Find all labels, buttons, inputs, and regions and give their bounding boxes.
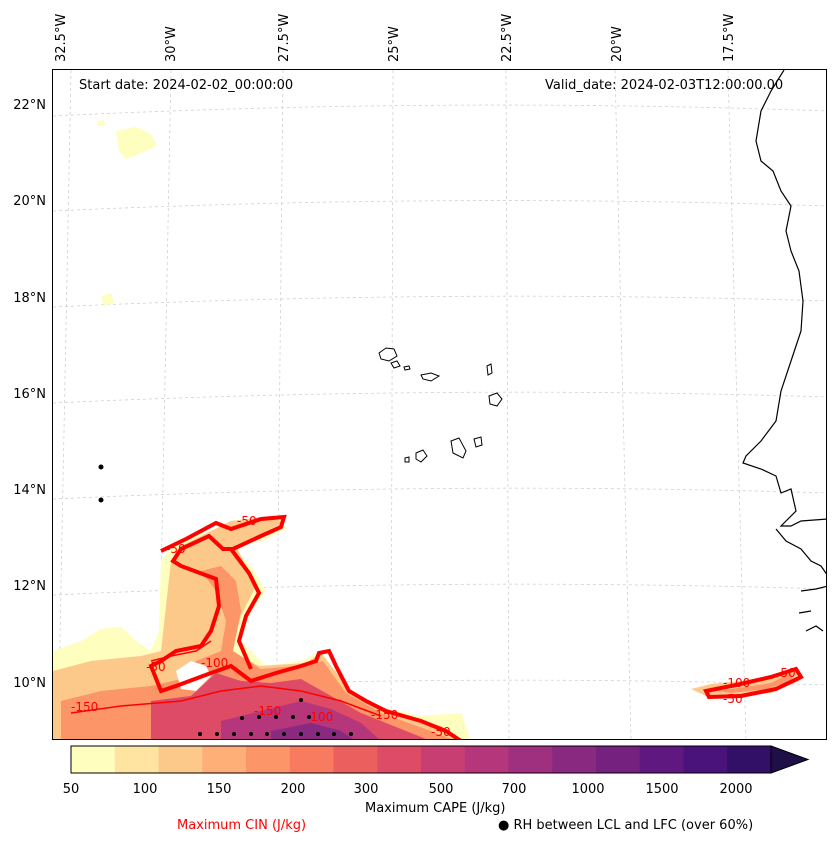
map-canvas: -50 -50 -50 -150 -100 -150 -150 -100 -50… xyxy=(53,70,826,739)
contour-label: -50 xyxy=(431,725,451,739)
cin-legend-label: Maximum CIN (J/kg) xyxy=(177,818,307,833)
lon-label: 22.5°W xyxy=(500,13,515,62)
contour-label: -150 xyxy=(71,700,98,714)
lon-label: 27.5°W xyxy=(277,13,292,62)
colorbar-segment xyxy=(333,746,378,773)
contour-label: -100 xyxy=(723,676,750,690)
colorbar-segment xyxy=(639,746,684,773)
lat-label: 12°N xyxy=(13,579,46,594)
lon-label: 17.5°W xyxy=(722,13,737,62)
colorbar-tick: 300 xyxy=(353,782,379,797)
colorbar-tick: 200 xyxy=(280,782,306,797)
colorbar-tick: 100 xyxy=(132,782,158,797)
cape-patch xyxy=(97,120,105,126)
valid-date-label: Valid_date: 2024-02-03T12:00:00.00 xyxy=(545,78,784,93)
colorbar-segment xyxy=(596,746,641,773)
colorbar-segment xyxy=(683,746,728,773)
lat-label: 22°N xyxy=(13,98,46,113)
contour-label: -50 xyxy=(166,542,186,556)
islands xyxy=(98,347,503,503)
lon-label: 30°W xyxy=(164,26,179,62)
lat-label: 18°N xyxy=(13,291,46,306)
colorbar-tick: 500 xyxy=(428,782,454,797)
lon-label: 32.5°W xyxy=(54,13,69,62)
contour-label: -100 xyxy=(201,656,228,670)
contour-label: -50 xyxy=(776,666,796,680)
colorbar-label: Maximum CAPE (J/kg) xyxy=(365,801,506,816)
colorbar-segment xyxy=(289,746,334,773)
colorbar xyxy=(70,745,810,774)
contour-label: -100 xyxy=(306,710,333,724)
contour-label: -150 xyxy=(371,708,398,722)
coastline xyxy=(775,528,826,632)
colorbar-segment xyxy=(246,746,291,773)
lat-label: 20°N xyxy=(13,194,46,209)
contour-label: -150 xyxy=(254,704,281,718)
lat-label: 14°N xyxy=(13,483,46,498)
colorbar-segment xyxy=(552,746,597,773)
colorbar-segment xyxy=(508,746,553,773)
map-panel[interactable]: -50 -50 -50 -150 -100 -150 -150 -100 -50… xyxy=(52,69,827,740)
contour-label: -50 xyxy=(146,660,166,674)
colorbar-tick: 700 xyxy=(501,782,527,797)
lon-label: 20°W xyxy=(610,26,625,62)
colorbar-tick: 150 xyxy=(206,782,232,797)
rh-legend-label: RH between LCL and LFC (over 60%) xyxy=(513,818,754,833)
contour-label: -50 xyxy=(237,514,257,528)
colorbar-tick: 1500 xyxy=(645,782,679,797)
colorbar-segment xyxy=(727,746,772,773)
colorbar-segment xyxy=(158,746,203,773)
colorbar-segment xyxy=(114,746,159,773)
colorbar-tick: 50 xyxy=(62,782,80,797)
colorbar-tick: 2000 xyxy=(719,782,753,797)
colorbar-segment xyxy=(71,746,116,773)
colorbar-segment xyxy=(421,746,466,773)
contour-labels: -50 -50 -50 -150 -100 -150 -150 -100 -50… xyxy=(71,514,796,739)
lat-label: 16°N xyxy=(13,387,46,402)
contour-label: -50 xyxy=(723,692,743,706)
colorbar-segment xyxy=(202,746,247,773)
colorbar-tick: 1000 xyxy=(571,782,605,797)
cape-patch xyxy=(116,127,157,159)
lon-label: 25°W xyxy=(387,26,402,62)
start-date-label: Start date: 2024-02-02_00:00:00 xyxy=(79,78,294,93)
cape-patch xyxy=(101,293,114,306)
rh-marker-icon: ● xyxy=(498,818,510,833)
cin-contours xyxy=(70,514,804,739)
colorbar-segment xyxy=(377,746,422,773)
colorbar-segment xyxy=(464,746,509,773)
cape-patch-east xyxy=(716,673,793,693)
coastline xyxy=(742,70,826,527)
rh-dots xyxy=(198,698,353,736)
rh-legend: ● RH between LCL and LFC (over 60%) xyxy=(498,818,753,833)
lat-label: 10°N xyxy=(13,676,46,691)
